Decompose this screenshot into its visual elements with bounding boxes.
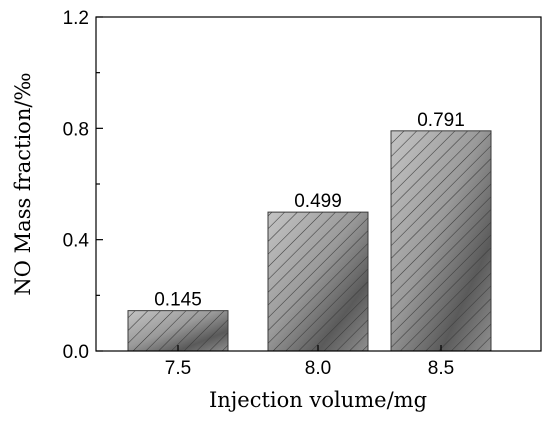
bar-value-label: 0.791	[417, 110, 465, 131]
bar-value-label: 0.145	[154, 290, 202, 311]
y-tick-label: 0.8	[63, 119, 89, 140]
data-labels-group: 0.145 0.499 0.791	[154, 110, 465, 311]
bar-value-label: 0.499	[294, 191, 342, 212]
bar-hatch-8.5	[390, 130, 492, 352]
x-tick-label: 7.5	[165, 358, 191, 379]
bars-group	[127, 130, 492, 352]
y-axis-ticks: 0.0 0.4 0.8 1.2	[63, 8, 103, 363]
bar-hatch-7.5	[127, 310, 229, 352]
y-tick-label: 0.0	[63, 342, 89, 363]
x-axis-ticks: 7.5 8.0 8.5	[165, 345, 454, 379]
x-axis-title: Injection volume/mg	[209, 388, 427, 412]
bar-hatch-8.0	[267, 211, 369, 352]
y-axis-title: NO Mass fraction/‰	[11, 72, 35, 295]
y-tick-label: 0.4	[63, 231, 90, 252]
x-tick-label: 8.5	[428, 358, 454, 379]
x-tick-label: 8.0	[305, 358, 331, 379]
y-tick-label: 1.2	[63, 8, 89, 29]
